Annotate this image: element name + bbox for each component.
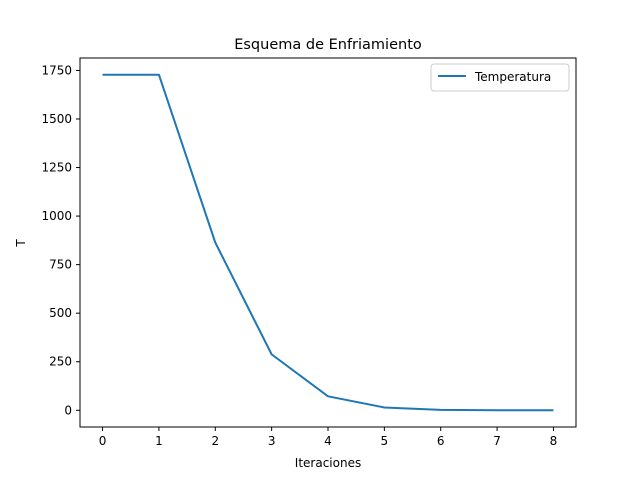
y-tick-label: 1500 [41, 112, 72, 126]
chart-title: Esquema de Enfriamiento [234, 37, 422, 53]
y-axis-label: T [14, 239, 28, 248]
x-tick-label: 1 [155, 434, 163, 448]
y-tick-label: 250 [49, 355, 72, 369]
x-tick-label: 8 [550, 434, 558, 448]
x-tick-label: 2 [211, 434, 219, 448]
y-tick-label: 1750 [41, 63, 72, 77]
x-tick-label: 3 [268, 434, 276, 448]
x-tick-label: 7 [493, 434, 501, 448]
x-tick-label: 5 [381, 434, 389, 448]
x-tick-label: 4 [324, 434, 332, 448]
plot-area: 0 1 2 3 4 5 6 7 8 0 250 500 750 1000 1250 1500 1750 [41, 57, 577, 448]
legend-box [430, 63, 570, 92]
y-tick-label: 0 [64, 403, 72, 417]
x-axis-label: Iteraciones [295, 456, 361, 470]
y-tick-label: 1000 [41, 209, 72, 223]
legend-label: Temperatura [474, 70, 551, 84]
y-tick-label: 1250 [41, 161, 72, 175]
x-tick-label: 0 [99, 434, 107, 448]
legend: Temperatura [430, 63, 570, 92]
y-tick-label: 750 [49, 258, 72, 272]
y-tick-label: 500 [49, 306, 72, 320]
x-tick-label: 6 [437, 434, 445, 448]
